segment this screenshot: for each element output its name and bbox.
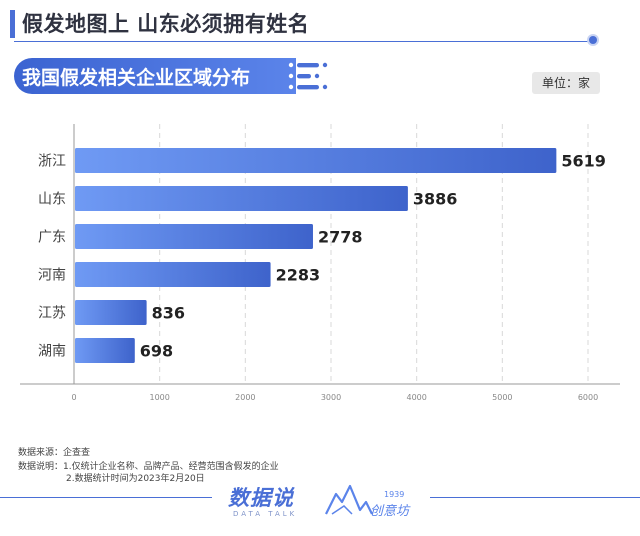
data-label: 698 [140,342,173,361]
unit-badge: 单位：家 [532,72,600,94]
brand-logo-name: 创意坊 [370,504,410,519]
category-label: 江苏 [38,306,66,322]
x-tick-label: 3000 [321,393,341,402]
brand-logo-year: 1939 [384,490,405,499]
title-accent-bar [10,10,15,38]
x-tick-label: 4000 [406,393,426,402]
x-tick-label: 0 [71,393,76,402]
bar-chart: 5619 3886 2778 2283 836 698 0 1000 2000 3000 4000… [20,124,620,402]
footer-divider-right [430,497,640,498]
title-divider [14,41,594,42]
data-label: 836 [152,304,185,323]
category-label: 河南 [38,268,66,284]
x-tick-label: 6000 [578,393,598,402]
title-divider-dot [589,36,597,44]
category-label: 山东 [38,192,66,208]
brand-logo-datatalk: 数据说 [228,486,294,510]
data-source-note: 数据来源：企查查 [18,448,91,458]
x-tick-label: 5000 [492,393,512,402]
data-label: 3886 [413,190,458,209]
data-label: 2778 [318,228,363,247]
data-description-note: 数据说明：1.仅统计企业名称、品牌产品、经营范围含假发的企业 [18,462,279,472]
bar [75,148,557,173]
banner-dots-decoration [288,62,328,90]
chart-subtitle: 我国假发相关企业区域分布 [22,67,251,89]
category-label: 湖南 [38,344,66,360]
mountain-logo-icon [325,484,373,515]
footer-divider-left [0,497,212,498]
x-tick-label: 1000 [149,393,169,402]
data-label: 5619 [561,152,606,171]
subtitle-banner [14,58,296,94]
data-label: 2283 [276,266,321,285]
page-title: 假发地图上 山东必须拥有姓名 [22,12,310,36]
data-date-note: 2.数据统计时间为2023年2月20日 [66,474,205,484]
bar [75,338,135,363]
category-label: 广东 [38,230,66,246]
bar [75,186,408,211]
bar [75,300,147,325]
bar [75,262,271,287]
x-tick-label: 2000 [235,393,255,402]
category-label: 浙江 [38,154,66,170]
bar [75,224,313,249]
brand-logo-subtext: DATA TALK [233,510,298,518]
